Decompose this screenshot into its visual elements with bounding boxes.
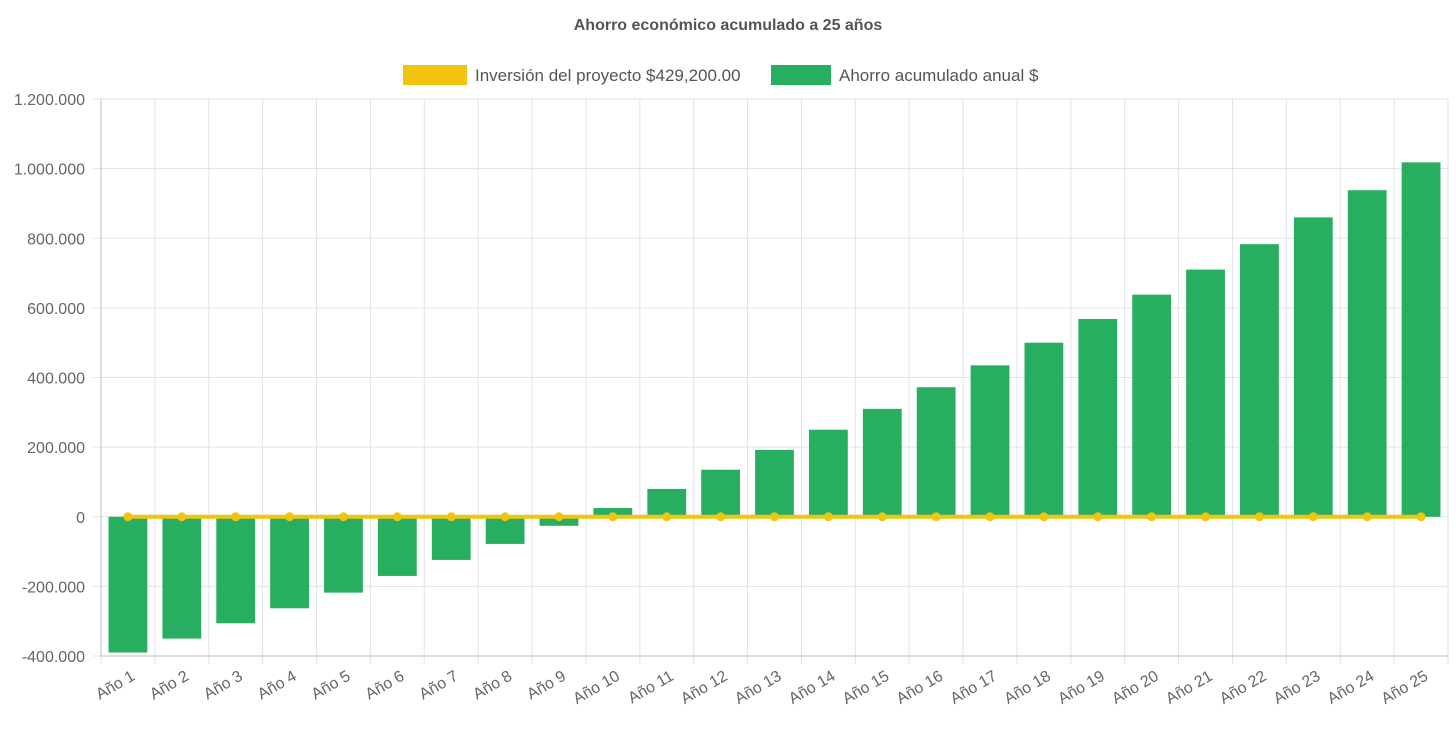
x-tick-label: Año 18 bbox=[1001, 668, 1054, 708]
point-inversion[interactable] bbox=[608, 512, 618, 522]
legend-label-inversion: Inversión del proyecto $429,200.00 bbox=[475, 66, 741, 85]
point-inversion[interactable] bbox=[554, 512, 564, 522]
bar-ahorro[interactable] bbox=[108, 516, 148, 653]
x-axis-ticks: Año 1 Año 2 Año 3 Año 4 Año 5 Año 6 Año 7 Año 8… bbox=[93, 668, 1431, 708]
bar-ahorro[interactable] bbox=[701, 469, 741, 517]
bar-ahorro[interactable] bbox=[1186, 269, 1225, 517]
x-tick-label: Año 21 bbox=[1163, 668, 1216, 708]
point-inversion[interactable] bbox=[1039, 512, 1049, 522]
bar-ahorro[interactable] bbox=[1078, 319, 1118, 517]
x-tick-label: Año 6 bbox=[363, 668, 408, 704]
chart-title: Ahorro económico acumulado a 25 años bbox=[574, 17, 883, 34]
bar-ahorro[interactable] bbox=[162, 516, 202, 639]
x-tick-label: Año 23 bbox=[1271, 668, 1324, 708]
point-inversion[interactable] bbox=[1416, 512, 1426, 522]
bar-ahorro[interactable] bbox=[377, 516, 417, 576]
point-inversion[interactable] bbox=[123, 512, 133, 522]
point-inversion[interactable] bbox=[1147, 512, 1157, 522]
x-tick-label: Año 8 bbox=[470, 668, 515, 704]
point-inversion[interactable] bbox=[877, 512, 887, 522]
bar-ahorro[interactable] bbox=[1293, 217, 1333, 517]
point-inversion[interactable] bbox=[1201, 512, 1211, 522]
bar-ahorro[interactable] bbox=[970, 365, 1010, 517]
point-inversion[interactable] bbox=[1254, 512, 1264, 522]
point-inversion[interactable] bbox=[1362, 512, 1372, 522]
point-inversion[interactable] bbox=[285, 512, 295, 522]
point-inversion[interactable] bbox=[500, 512, 510, 522]
x-tick-label: Año 15 bbox=[840, 668, 893, 708]
x-tick-label: Año 24 bbox=[1325, 668, 1378, 708]
x-tick-label: Año 10 bbox=[570, 668, 623, 708]
bar-ahorro[interactable] bbox=[270, 516, 309, 609]
bar-ahorro[interactable] bbox=[1024, 342, 1064, 517]
bar-ahorro[interactable] bbox=[1347, 190, 1387, 517]
bar-ahorro[interactable] bbox=[485, 516, 525, 544]
point-inversion[interactable] bbox=[231, 512, 241, 522]
grid bbox=[93, 98, 1449, 664]
point-inversion[interactable] bbox=[1093, 512, 1103, 522]
y-tick-label: 600.000 bbox=[27, 301, 85, 318]
bar-ahorro[interactable] bbox=[324, 516, 363, 593]
legend-item-inversion[interactable]: Inversión del proyecto $429,200.00 bbox=[403, 65, 741, 85]
point-inversion[interactable] bbox=[338, 512, 348, 522]
legend-item-ahorro[interactable]: Ahorro acumulado anual $ bbox=[771, 65, 1039, 85]
bar-series bbox=[108, 162, 1441, 653]
point-inversion[interactable] bbox=[446, 512, 456, 522]
x-tick-label: Año 14 bbox=[786, 668, 839, 708]
legend-label-ahorro: Ahorro acumulado anual $ bbox=[839, 66, 1039, 85]
y-axis-ticks: 1.200.000 1.000.000 800.000 600.000 400.000 2… bbox=[14, 92, 85, 666]
x-tick-label: Año 11 bbox=[625, 668, 676, 708]
legend-swatch-inversion bbox=[403, 65, 467, 85]
point-inversion[interactable] bbox=[392, 512, 402, 522]
y-tick-label: 1.200.000 bbox=[14, 92, 85, 109]
x-tick-label: Año 16 bbox=[894, 668, 947, 708]
legend: Inversión del proyecto $429,200.00 Ahorr… bbox=[403, 65, 1039, 85]
bar-ahorro[interactable] bbox=[862, 408, 902, 517]
bar-ahorro[interactable] bbox=[216, 516, 256, 624]
x-tick-label: Año 25 bbox=[1379, 668, 1432, 708]
legend-swatch-ahorro bbox=[771, 65, 831, 85]
y-tick-label: 0 bbox=[76, 510, 85, 527]
bar-ahorro[interactable] bbox=[916, 387, 956, 517]
point-inversion[interactable] bbox=[1308, 512, 1318, 522]
x-tick-label: Año 13 bbox=[732, 668, 785, 708]
x-tick-label: Año 22 bbox=[1217, 668, 1270, 708]
point-inversion[interactable] bbox=[177, 512, 187, 522]
x-tick-label: Año 5 bbox=[309, 668, 354, 704]
x-tick-label: Año 4 bbox=[255, 668, 300, 704]
x-tick-label: Año 9 bbox=[524, 668, 569, 704]
y-tick-label: 200.000 bbox=[27, 440, 85, 457]
y-tick-label: 1.000.000 bbox=[14, 162, 85, 179]
x-tick-label: Año 19 bbox=[1055, 668, 1108, 708]
y-tick-label: 800.000 bbox=[27, 231, 85, 248]
y-tick-label: -400.000 bbox=[22, 649, 85, 666]
point-inversion[interactable] bbox=[931, 512, 941, 522]
x-tick-label: Año 20 bbox=[1109, 668, 1162, 708]
point-inversion[interactable] bbox=[985, 512, 995, 522]
x-tick-label: Año 3 bbox=[201, 668, 246, 704]
point-inversion[interactable] bbox=[770, 512, 779, 522]
bar-ahorro[interactable] bbox=[1240, 244, 1279, 517]
bar-ahorro[interactable] bbox=[1401, 162, 1441, 517]
x-tick-label: Año 7 bbox=[417, 668, 462, 704]
bar-ahorro[interactable] bbox=[431, 516, 471, 560]
x-tick-label: Año 2 bbox=[147, 668, 192, 704]
x-tick-label: Año 1 bbox=[93, 668, 138, 704]
x-tick-label: Año 12 bbox=[678, 668, 731, 708]
line-series bbox=[123, 512, 1426, 522]
bar-ahorro[interactable] bbox=[1132, 294, 1172, 517]
point-inversion[interactable] bbox=[823, 512, 833, 522]
y-tick-label: 400.000 bbox=[27, 371, 85, 388]
bar-ahorro[interactable] bbox=[755, 449, 794, 517]
bar-ahorro[interactable] bbox=[647, 488, 687, 517]
x-tick-label: Año 17 bbox=[948, 668, 1001, 708]
bar-ahorro[interactable] bbox=[808, 429, 848, 517]
y-tick-label: -200.000 bbox=[22, 579, 85, 596]
bar-ahorro[interactable] bbox=[539, 516, 579, 526]
point-inversion[interactable] bbox=[716, 512, 726, 522]
point-inversion[interactable] bbox=[662, 512, 672, 522]
